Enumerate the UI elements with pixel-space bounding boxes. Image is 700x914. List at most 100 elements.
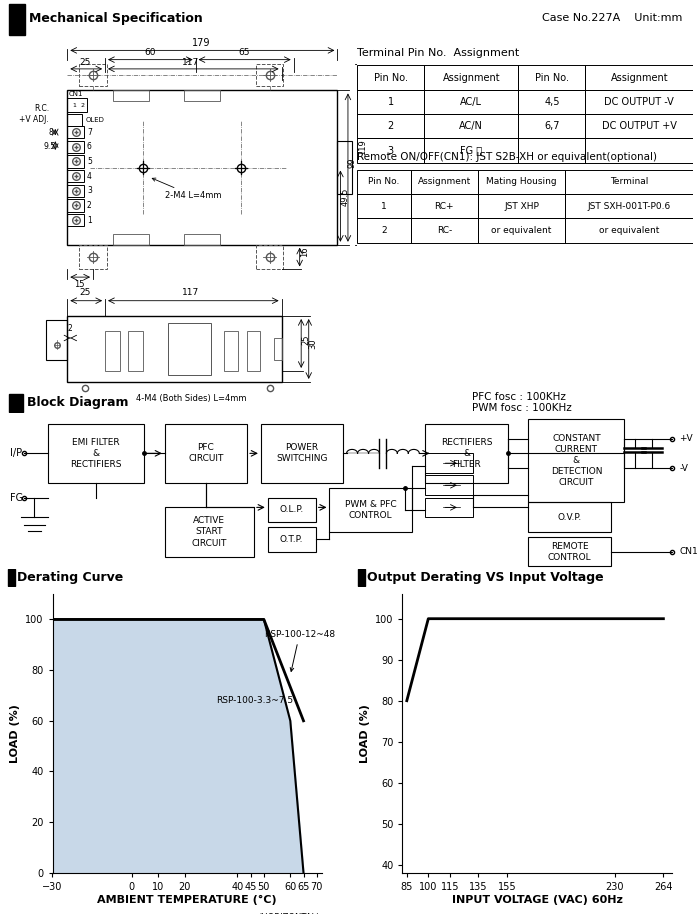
Text: 117: 117 xyxy=(183,289,200,297)
Text: RECTIFIERS
&
FILTER: RECTIFIERS & FILTER xyxy=(441,438,492,469)
Bar xyxy=(357,90,424,114)
Text: Remote ON/OFF(CN1): JST S2B-XH or equivalent(optional): Remote ON/OFF(CN1): JST S2B-XH or equiva… xyxy=(357,153,657,163)
Text: 179: 179 xyxy=(193,38,211,48)
Bar xyxy=(164,424,247,483)
Bar xyxy=(183,234,220,245)
Text: ACTIVE
START
CIRCUIT: ACTIVE START CIRCUIT xyxy=(192,516,227,547)
Bar xyxy=(478,218,566,242)
Text: O.T.P.: O.T.P. xyxy=(280,535,303,544)
Bar xyxy=(105,332,120,371)
Bar xyxy=(67,170,84,182)
Text: CN1: CN1 xyxy=(69,90,83,97)
Text: 4,5: 4,5 xyxy=(544,97,559,107)
Bar xyxy=(79,245,106,270)
Text: 7: 7 xyxy=(87,128,92,136)
Bar xyxy=(357,138,424,163)
Bar xyxy=(478,194,566,218)
Bar xyxy=(424,90,518,114)
Text: I/P: I/P xyxy=(10,449,22,458)
Bar xyxy=(337,142,353,194)
Bar xyxy=(424,138,518,163)
Bar xyxy=(169,323,211,376)
Bar xyxy=(411,218,478,242)
Text: 6: 6 xyxy=(87,143,92,152)
Text: 2: 2 xyxy=(381,226,386,235)
Text: 99: 99 xyxy=(348,157,357,167)
Text: RSP-100-12~48: RSP-100-12~48 xyxy=(264,630,335,672)
Text: JST SXH-001T-P0.6: JST SXH-001T-P0.6 xyxy=(587,202,671,210)
Bar xyxy=(267,527,316,551)
Bar xyxy=(67,214,84,226)
Bar xyxy=(247,332,260,371)
Bar xyxy=(357,194,411,218)
Text: 5: 5 xyxy=(87,157,92,166)
Text: -V: -V xyxy=(679,463,688,473)
Bar xyxy=(585,114,693,138)
Bar xyxy=(127,332,143,371)
Bar xyxy=(256,64,283,86)
Bar xyxy=(183,90,220,101)
Text: POWER
SWITCHING: POWER SWITCHING xyxy=(276,443,328,463)
Text: 3: 3 xyxy=(87,186,92,196)
Y-axis label: LOAD (%): LOAD (%) xyxy=(360,704,370,763)
Text: or equivalent: or equivalent xyxy=(491,226,552,235)
Bar xyxy=(518,66,585,90)
Bar xyxy=(67,185,84,197)
Text: 2-M4 L=4mm: 2-M4 L=4mm xyxy=(152,178,222,200)
Bar xyxy=(67,141,84,153)
Text: 49.5: 49.5 xyxy=(340,187,349,207)
Text: PFC
CIRCUIT: PFC CIRCUIT xyxy=(188,443,223,463)
Text: 1: 1 xyxy=(381,202,387,210)
Text: O.V.P.: O.V.P. xyxy=(557,513,582,522)
Text: 119: 119 xyxy=(358,140,368,155)
Text: RC-: RC- xyxy=(437,226,452,235)
Text: 60: 60 xyxy=(145,48,156,58)
Text: Mechanical Specification: Mechanical Specification xyxy=(29,12,202,25)
Text: Block Diagram: Block Diagram xyxy=(27,396,128,409)
Text: 1: 1 xyxy=(72,103,76,109)
Text: Output Derating VS Input Voltage: Output Derating VS Input Voltage xyxy=(367,570,603,584)
Text: Derating Curve: Derating Curve xyxy=(17,570,123,584)
Text: O.L.P.: O.L.P. xyxy=(279,505,304,515)
Text: EMI FILTER
&
RECTIFIERS: EMI FILTER & RECTIFIERS xyxy=(71,438,122,469)
Text: Pin No.: Pin No. xyxy=(368,177,400,186)
Bar xyxy=(330,488,412,532)
Text: DC OUTPUT -V: DC OUTPUT -V xyxy=(604,97,674,107)
Bar xyxy=(426,453,473,473)
Text: 25: 25 xyxy=(80,58,91,67)
Text: RC+: RC+ xyxy=(435,202,454,210)
Bar xyxy=(8,569,15,586)
Text: RSP-100-3.3~7.5: RSP-100-3.3~7.5 xyxy=(216,696,293,705)
Text: CN1: CN1 xyxy=(679,547,698,556)
Text: 4: 4 xyxy=(87,172,92,181)
Bar xyxy=(256,245,283,270)
X-axis label: AMBIENT TEMPERATURE (°C): AMBIENT TEMPERATURE (°C) xyxy=(97,895,277,905)
Bar xyxy=(113,234,149,245)
Bar xyxy=(9,4,25,35)
Text: CONSTANT
CURRENT
&
DETECTION
CIRCUIT: CONSTANT CURRENT & DETECTION CIRCUIT xyxy=(551,434,602,487)
Bar xyxy=(478,170,566,194)
Bar xyxy=(518,90,585,114)
Bar xyxy=(411,194,478,218)
Bar xyxy=(566,218,693,242)
Bar xyxy=(113,90,149,101)
Text: 2: 2 xyxy=(68,324,73,334)
Text: 3: 3 xyxy=(388,145,393,155)
Bar xyxy=(357,170,411,194)
Bar xyxy=(528,419,624,503)
Bar xyxy=(67,98,87,112)
Bar xyxy=(67,199,84,211)
Text: 2: 2 xyxy=(87,201,92,210)
Text: 2: 2 xyxy=(81,103,85,109)
Bar xyxy=(261,424,343,483)
Bar xyxy=(67,90,337,245)
Text: 2: 2 xyxy=(388,122,393,132)
Bar xyxy=(566,194,693,218)
Text: AC/L: AC/L xyxy=(460,97,482,107)
Text: +V ADJ.: +V ADJ. xyxy=(20,115,49,124)
Text: JST XHP: JST XHP xyxy=(504,202,539,210)
Bar xyxy=(585,138,693,163)
Text: 25: 25 xyxy=(80,289,91,297)
Bar xyxy=(79,64,106,86)
Text: Terminal: Terminal xyxy=(610,177,648,186)
